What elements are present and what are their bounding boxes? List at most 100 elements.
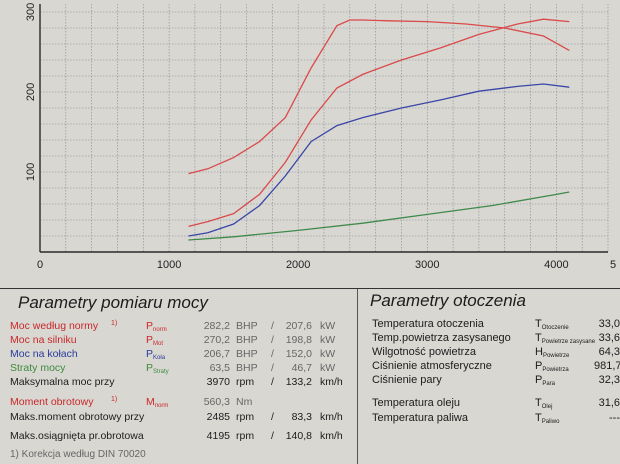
- x-tick-label: 1000: [157, 259, 181, 271]
- env-symbol-sub: Powietrze: [542, 353, 570, 359]
- param-unit-1: BHP: [236, 348, 258, 360]
- env-symbol: TPowietrze zasysane: [535, 332, 596, 345]
- param-label: Maks.moment obrotowy przy: [10, 411, 145, 423]
- env-symbol-sub: Powietrza: [542, 367, 569, 373]
- param-label: Moc według normy: [10, 320, 99, 332]
- param-unit-2: km/h: [320, 430, 343, 442]
- measurement-title: Parametry pomiaru mocy: [18, 293, 208, 312]
- environment-row: Temperatura otoczenia TOtoczenie 33,0: [372, 318, 620, 331]
- param-symbol: Pnorm: [146, 320, 167, 333]
- param-value-2: 198,8: [285, 334, 312, 346]
- env-value: ---: [609, 412, 620, 424]
- param-unit-1: rpm: [236, 411, 255, 423]
- measurement-row: Moc według normy 1) Pnorm 282,2 BHP / 207,6 kW: [0, 320, 360, 333]
- param-sep: /: [271, 430, 274, 442]
- x-tick-label: 3000: [415, 259, 439, 271]
- env-value: 981,7: [594, 360, 620, 372]
- measurement-row: Moc na silniku PMot 270,2 BHP / 198,8 kW: [0, 334, 360, 347]
- param-value-2: 133,2: [285, 376, 312, 388]
- env-symbol: TPaliwo: [535, 412, 560, 425]
- env-symbol-sub: Olej: [541, 404, 553, 410]
- measurement-row: Straty mocy PStraty 63,5 BHP / 46,7 kW: [0, 362, 360, 375]
- chart-grid: [39, 4, 609, 253]
- param-value-2: 140,8: [285, 430, 312, 442]
- param-symbol: PMot: [146, 334, 164, 347]
- measurement-row: Moc na kołach PKoła 206,7 BHP / 152,0 kW: [0, 348, 360, 361]
- env-symbol-sub: Para: [542, 381, 556, 387]
- param-symbol: PKoła: [146, 348, 166, 361]
- series-line: [188, 18, 570, 228]
- measurement-row: Maks.moment obrotowy przy 2485 rpm / 83,3 km/…: [0, 411, 360, 424]
- chart-ticks: 0 1000 2000 3000 4000 5 100 200 300: [25, 3, 616, 271]
- x-tick-label: 0: [37, 259, 43, 271]
- env-symbol: PPowietrza: [535, 360, 569, 373]
- series-line: [188, 19, 570, 175]
- series-line: [188, 191, 570, 241]
- param-label: Moc na silniku: [10, 334, 77, 346]
- env-value: 32,3: [598, 374, 620, 386]
- y-tick-label: 300: [25, 3, 37, 21]
- env-symbol: PPara: [535, 374, 556, 387]
- dyno-chart: 0 1000 2000 3000 4000 5 100 200 300: [25, 3, 616, 271]
- param-value-1: 2485: [206, 411, 230, 423]
- param-unit-2: km/h: [320, 411, 343, 423]
- env-symbol: TOlej: [535, 397, 553, 410]
- param-unit-2: kW: [320, 320, 336, 332]
- param-sep: /: [271, 376, 274, 388]
- param-value-1: 282,2: [203, 320, 230, 332]
- param-symbol-sub: norm: [153, 327, 167, 333]
- param-sep: /: [271, 411, 274, 423]
- x-tick-label: 2000: [286, 259, 310, 271]
- param-value-2: 46,7: [291, 362, 312, 374]
- param-label: Maks.osiągnięta pr.obrotowa: [10, 430, 144, 442]
- environment-row: Ciśnienie atmosferyczne PPowietrza 981,7: [372, 360, 620, 373]
- param-symbol-sub: Koła: [153, 355, 166, 361]
- env-label: Ciśnienie atmosferyczne: [372, 360, 492, 372]
- param-symbol: PStraty: [146, 362, 169, 375]
- y-tick-label: 100: [25, 163, 37, 181]
- param-value-1: 63,5: [209, 362, 230, 374]
- param-unit-1: BHP: [236, 334, 258, 346]
- param-sep: /: [271, 334, 274, 346]
- param-unit-1: BHP: [236, 362, 258, 374]
- x-tick-label: 4000: [544, 259, 568, 271]
- param-unit-2: kW: [320, 362, 336, 374]
- param-unit-1: Nm: [236, 396, 253, 408]
- param-unit-1: rpm: [236, 430, 255, 442]
- env-label: Temperatura oleju: [372, 397, 461, 409]
- env-label: Wilgotność powietrza: [372, 346, 476, 358]
- env-label: Temperatura paliwa: [372, 412, 468, 424]
- param-note: 1): [111, 396, 118, 403]
- env-label: Ciśnienie pary: [372, 374, 442, 386]
- env-symbol-sub: Paliwo: [541, 419, 560, 425]
- param-value-1: 270,2: [203, 334, 230, 346]
- param-sep: /: [271, 348, 274, 360]
- results-panel: Parametry pomiaru mocy Moc według normy 1…: [0, 288, 620, 464]
- env-value: 33,0: [598, 318, 620, 330]
- param-symbol-sub: Straty: [153, 369, 169, 375]
- environment-row: Temperatura paliwa TPaliwo ---: [372, 412, 620, 425]
- param-value-1: 3970: [206, 376, 230, 388]
- param-symbol-sub: Mot: [153, 341, 164, 347]
- env-symbol-sub: Powietrze zasysane: [541, 339, 596, 345]
- env-value: 31,6: [598, 397, 620, 409]
- env-label: Temperatura otoczenia: [372, 318, 484, 330]
- chart-axes: [39, 4, 608, 253]
- x-tick-label: 5: [610, 259, 616, 271]
- env-value: 64,3: [598, 346, 620, 358]
- environment-title: Parametry otoczenia: [370, 291, 526, 310]
- param-unit-1: rpm: [236, 376, 255, 388]
- environment-row: Temp.powietrza zasysanego TPowietrze zasy…: [372, 332, 620, 345]
- measurement-footer: 1) Korekcja według DIN 70020: [10, 449, 146, 460]
- env-symbol: TOtoczenie: [535, 318, 569, 331]
- env-value: 33,6: [598, 332, 620, 344]
- param-sep: /: [271, 362, 274, 374]
- param-value-1: 560,3: [203, 396, 230, 408]
- param-value-1: 206,7: [203, 348, 230, 360]
- param-unit-2: km/h: [320, 376, 343, 388]
- measurement-row: Maksymalna moc przy 3970 rpm / 133,2 km/h: [0, 376, 360, 389]
- chart-series: [188, 18, 570, 241]
- param-value-2: 83,3: [291, 411, 312, 423]
- param-label: Maksymalna moc przy: [10, 376, 115, 388]
- param-symbol: Mnorm: [146, 396, 169, 409]
